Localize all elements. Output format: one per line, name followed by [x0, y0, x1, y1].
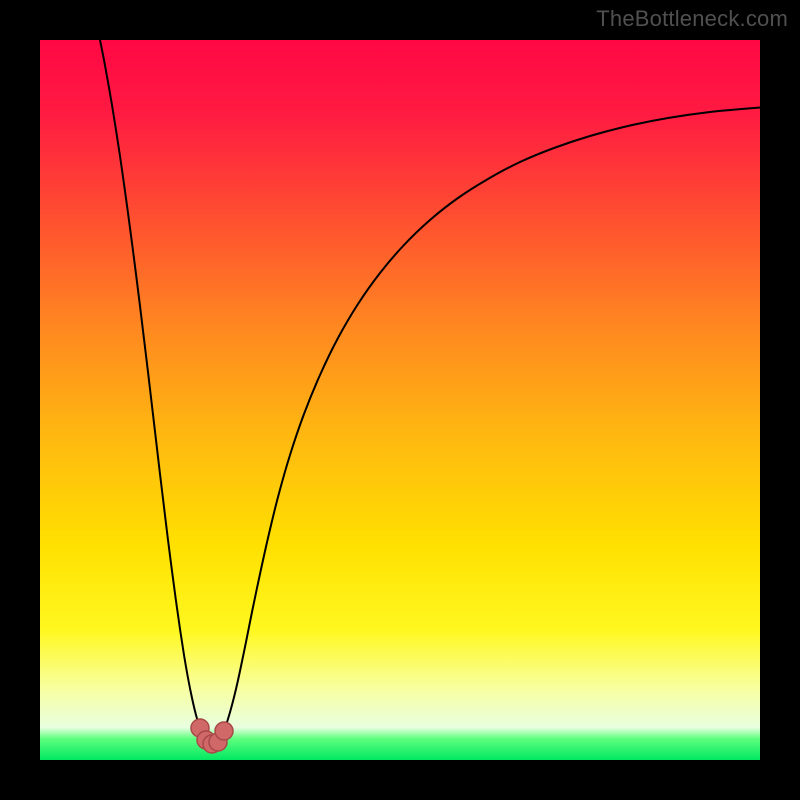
chart-background-gradient [40, 40, 760, 760]
watermark-text: TheBottleneck.com [596, 6, 788, 32]
chart-plot-area [40, 40, 760, 760]
